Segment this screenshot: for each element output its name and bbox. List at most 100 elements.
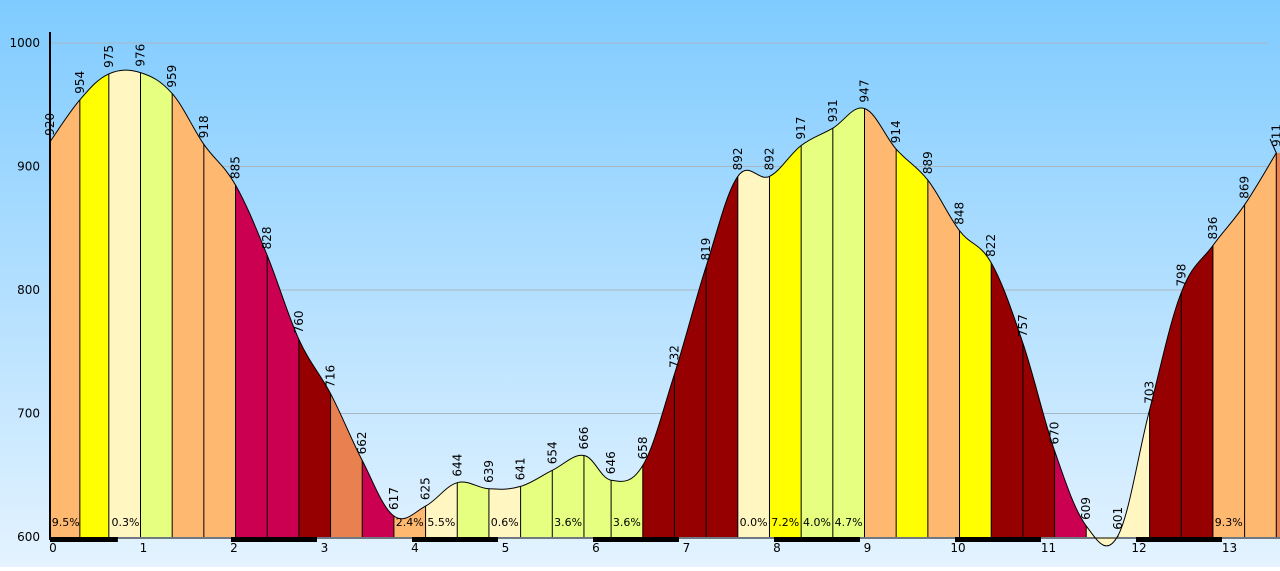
profile-segment <box>1181 245 1213 537</box>
x-tick-label: 8 <box>773 541 781 555</box>
x-tick-label: 3 <box>321 541 329 555</box>
profile-segment <box>832 107 865 537</box>
segment-dividers <box>79 72 1277 537</box>
y-tick-label: 800 <box>17 283 40 297</box>
elevation-label: 662 <box>355 432 369 455</box>
grade-label: 3.6% <box>613 516 641 529</box>
profile-segment <box>991 262 1023 537</box>
elevation-label: 617 <box>387 487 401 510</box>
grade-label: 9.3% <box>1215 516 1243 529</box>
elevation-label: 918 <box>197 115 211 138</box>
profile-segment <box>611 465 643 537</box>
profile-segment <box>1054 450 1087 537</box>
profile-segment <box>959 230 992 537</box>
profile-segment <box>393 506 426 537</box>
elevation-label: 917 <box>794 117 808 140</box>
elevation-label: 914 <box>889 120 903 143</box>
profile-segment <box>737 170 770 537</box>
profile-segment <box>706 176 738 537</box>
elevation-label: 848 <box>953 202 967 225</box>
x-tick-label: 13 <box>1222 541 1237 555</box>
grade-label: 0.0% <box>740 516 768 529</box>
y-tick-label: 900 <box>17 160 40 174</box>
elevation-label: 976 <box>134 44 148 67</box>
profile-segment <box>457 481 489 537</box>
elevation-label: 703 <box>1143 381 1157 404</box>
distance-bar <box>955 537 1041 542</box>
profile-segment <box>79 73 109 538</box>
profile-segment <box>140 72 173 537</box>
x-tick-label: 11 <box>1041 541 1056 555</box>
grade-label: 0.3% <box>112 516 140 529</box>
x-tick-label: 7 <box>683 541 691 555</box>
elevation-label: 760 <box>292 310 306 333</box>
y-tick-label: 1000 <box>9 36 40 50</box>
elevation-label: 641 <box>514 457 528 480</box>
distance-bar <box>50 537 118 542</box>
elevation-label: 644 <box>450 454 464 477</box>
elevation-label: 931 <box>826 99 840 122</box>
grade-label: 3.6% <box>554 516 582 529</box>
profile-segment <box>108 70 141 537</box>
elevation-label: 625 <box>419 477 433 500</box>
profile-segment <box>362 460 394 537</box>
elevation-label: 822 <box>984 234 998 257</box>
elevation-label: 885 <box>229 156 243 179</box>
elevation-label: 911 <box>1269 124 1280 147</box>
x-tick-label: 6 <box>592 541 600 555</box>
profile-segment <box>552 455 584 537</box>
elevation-label: 658 <box>636 436 650 459</box>
y-tick-label: 700 <box>17 407 40 421</box>
grade-label: 4.0% <box>803 516 831 529</box>
profile-segment <box>203 144 236 538</box>
profile-segment <box>172 93 204 537</box>
elevation-label: 892 <box>762 147 776 170</box>
profile-segment <box>1086 525 1118 546</box>
profile-segment <box>1244 152 1277 537</box>
y-tick-label: 600 <box>17 530 40 544</box>
profile-segment <box>1117 409 1150 537</box>
x-tick-label: 12 <box>1131 541 1146 555</box>
profile-segment <box>488 486 521 537</box>
elevation-label: 609 <box>1079 497 1093 520</box>
grade-labels: 9.5% 0.3% 2.4% 5.5% 0.6% 3.6% 3.6% 0.0% 7.2% 4.0%… <box>52 516 1243 529</box>
grade-label: 7.2% <box>771 516 799 529</box>
elevation-label: 889 <box>921 151 935 174</box>
profile-segment <box>896 149 928 537</box>
elevation-label: 975 <box>102 45 116 68</box>
x-tick-label: 4 <box>411 541 419 555</box>
profile-segment <box>584 455 612 537</box>
elevation-label: 836 <box>1206 217 1220 240</box>
profile-segment <box>330 393 363 537</box>
profile-segment <box>801 128 833 537</box>
elevation-label: 732 <box>667 345 681 368</box>
grade-label: 2.4% <box>396 516 424 529</box>
x-tick-label: 0 <box>49 541 57 555</box>
grade-label: 0.6% <box>491 516 519 529</box>
elevation-label: 959 <box>165 65 179 88</box>
distance-bar <box>231 537 317 542</box>
profile-segment <box>769 145 802 537</box>
elevation-label: 716 <box>324 365 338 388</box>
elevation-label: 666 <box>577 427 591 450</box>
profile-segment <box>298 339 331 537</box>
profile-segment <box>864 108 897 537</box>
elevation-label: 646 <box>604 451 618 474</box>
profile-outline <box>49 69 1277 547</box>
distance-bar <box>593 537 679 542</box>
elevation-label: 869 <box>1238 176 1252 199</box>
elevation-label: 947 <box>858 80 872 103</box>
y-axis-tick-labels: 600 700 800 900 1000 <box>9 36 40 544</box>
elevation-labels: 920 954 975 976 959 918 885 828 760 716 662 617 625 6… <box>43 44 1280 530</box>
elevation-label: 798 <box>1174 264 1188 287</box>
profile-segment <box>642 374 675 537</box>
x-tick-label: 5 <box>502 541 510 555</box>
elevation-label: 920 <box>43 113 57 136</box>
x-tick-label: 2 <box>230 541 238 555</box>
elevation-label: 639 <box>482 460 496 483</box>
elevation-label: 601 <box>1111 507 1125 530</box>
profile-segment <box>1149 292 1182 537</box>
x-tick-label: 10 <box>950 541 965 555</box>
profile-segments <box>50 70 1280 546</box>
